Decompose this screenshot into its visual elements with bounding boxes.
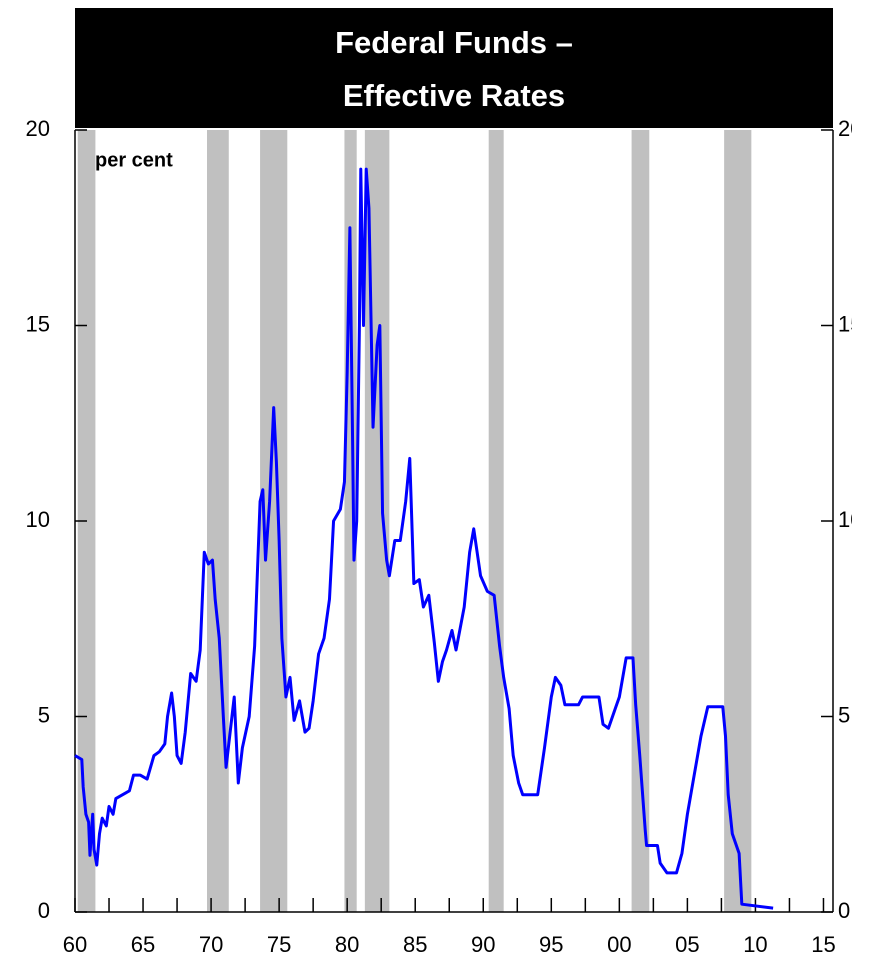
x-tick-label: 00 xyxy=(607,932,631,957)
x-tick-label: 95 xyxy=(539,932,563,957)
y-axis-label: per cent xyxy=(95,149,173,171)
y2-tick-label: 20 xyxy=(838,116,862,141)
x-tick-label: 60 xyxy=(63,932,87,957)
y2-tick-label: 5 xyxy=(838,702,850,727)
x-tick-label: 80 xyxy=(335,932,359,957)
y-tick-label: 20 xyxy=(26,116,50,141)
x-tick-label: 10 xyxy=(743,932,767,957)
y2-tick-label: 10 xyxy=(838,507,862,532)
y-tick-label: 0 xyxy=(38,898,50,923)
rate-line xyxy=(74,167,774,910)
recessions xyxy=(77,130,752,912)
y-tick-label: 10 xyxy=(26,507,50,532)
y-tick-label: 15 xyxy=(26,311,50,336)
y2-tick-label: 15 xyxy=(838,311,862,336)
x-tick-label: 15 xyxy=(811,932,835,957)
title-box xyxy=(75,8,833,128)
recession-band xyxy=(488,130,504,912)
x-tick-label: 65 xyxy=(131,932,155,957)
x-tick-label: 70 xyxy=(199,932,223,957)
y-tick-label: 5 xyxy=(38,702,50,727)
x-tick-label: 75 xyxy=(267,932,291,957)
series xyxy=(74,167,774,910)
recession-band xyxy=(207,130,229,912)
chart-title: Federal Funds – xyxy=(335,25,573,60)
right-axis: 0 5 10 15 20 xyxy=(838,116,862,923)
x-tick-label: 85 xyxy=(403,932,427,957)
chart-title: Effective Rates xyxy=(343,78,565,113)
recession-band xyxy=(631,130,650,912)
y2-tick-label: 0 xyxy=(838,898,850,923)
x-tick-label: 05 xyxy=(675,932,699,957)
x-tick-label: 90 xyxy=(471,932,495,957)
